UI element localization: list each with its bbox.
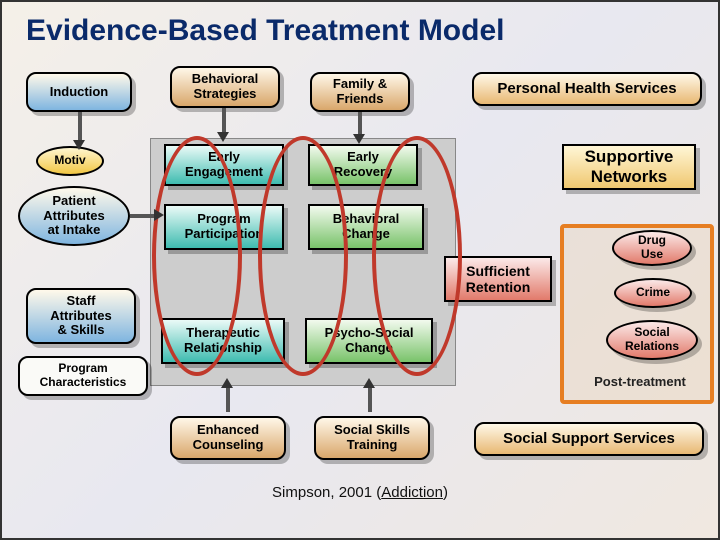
crime-oval: Crime bbox=[614, 278, 692, 308]
early-recovery-box: Early Recovery bbox=[308, 144, 418, 186]
arrow-stem-b1 bbox=[226, 386, 230, 412]
post-treatment-label: Post-treatment bbox=[568, 374, 712, 389]
behavioral-change-box: Behavioral Change bbox=[308, 204, 424, 250]
phs-box: Personal Health Services bbox=[472, 72, 702, 106]
family-box: Family & Friends bbox=[310, 72, 410, 112]
sufficient-retention-box: Sufficient Retention bbox=[444, 256, 552, 302]
citation-journal: Addiction bbox=[381, 484, 443, 501]
citation-suffix: ) bbox=[443, 484, 448, 501]
staff-box: Staff Attributes & Skills bbox=[26, 288, 136, 344]
patient-oval: Patient Attributes at Intake bbox=[18, 186, 130, 246]
arrow-stem-3 bbox=[358, 112, 362, 136]
program-participation-box: Program Participation bbox=[164, 204, 284, 250]
therapeutic-box: Therapeutic Relationship bbox=[161, 318, 285, 364]
social-skills-box: Social Skills Training bbox=[314, 416, 430, 460]
arrow-stem-1 bbox=[78, 112, 82, 142]
arrow-stem-b2 bbox=[368, 386, 372, 412]
drug-use-oval: Drug Use bbox=[612, 230, 692, 266]
citation-prefix: Simpson, 2001 ( bbox=[272, 484, 381, 501]
arrow-stem-2 bbox=[222, 108, 226, 134]
enhanced-counseling-box: Enhanced Counseling bbox=[170, 416, 286, 460]
social-relations-oval: Social Relations bbox=[606, 320, 698, 360]
sss-box: Social Support Services bbox=[474, 422, 704, 456]
psycho-box: Psycho-Social Change bbox=[305, 318, 433, 364]
program-characteristics-box: Program Characteristics bbox=[18, 356, 148, 396]
induction-box: Induction bbox=[26, 72, 132, 112]
motiv-oval: Motiv bbox=[36, 146, 104, 176]
diagram-canvas: Induction Behavioral Strategies Family &… bbox=[2, 56, 718, 536]
page-title: Evidence-Based Treatment Model bbox=[2, 2, 718, 56]
early-engagement-box: Early Engagement bbox=[164, 144, 284, 186]
arrow-stem-r bbox=[130, 214, 156, 218]
citation: Simpson, 2001 (Addiction) bbox=[2, 484, 718, 501]
supportive-box: Supportive Networks bbox=[562, 144, 696, 190]
behavioral-box: Behavioral Strategies bbox=[170, 66, 280, 108]
